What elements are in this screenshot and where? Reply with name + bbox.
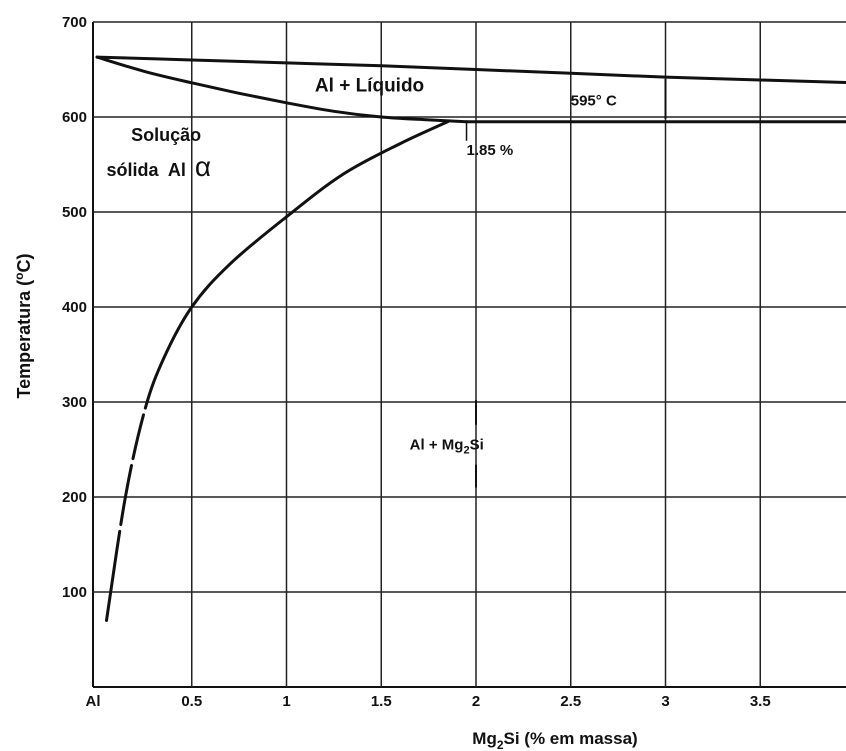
y-axis-title: Temperatura (oC) [12,253,34,398]
y-tick-label: 100 [62,584,87,601]
liquidus-curve [95,55,846,85]
annotation-solid-solution-1: Solução [131,125,201,145]
curves [95,55,846,622]
y-tick-label: 600 [62,109,87,126]
grid [92,21,846,688]
annotation-liquid: Al + Líquido [315,75,424,96]
y-tick-label: 400 [62,299,87,316]
y-tick-label: 700 [62,14,87,31]
annotation-eutectic-comp: 1.85 % [467,142,514,159]
annotation-two-phase: Al + Mg2Si [410,437,484,457]
annotation-solid-solution-2: sólida Al α [106,151,211,182]
x-tick-label: 3 [661,693,669,710]
x-tick-label: 1 [282,693,290,710]
x-tick-label: 3.5 [750,693,771,710]
x-tick-label: 2.5 [560,693,581,710]
x-tick-label: 1.5 [371,693,392,710]
annotations: Al + Líquido 595° C 1.85 % Solução sólida Al… [106,75,616,456]
y-tick-label: 300 [62,394,87,411]
axis-titles: Mg2Si (% em massa) Temperatura (oC) [12,253,638,751]
tick-labels: Al 0.5 1 1.5 2 2.5 3 3.5 100 200 300 400 500 600 700 [62,14,771,710]
solvus-curve [105,120,450,622]
y-tick-label: 500 [62,204,87,221]
y-tick-label: 200 [62,489,87,506]
annotation-eutectic-temp: 595° C [571,93,617,110]
x-tick-label: Al [86,693,101,710]
x-tick-label: 0.5 [181,693,202,710]
x-tick-label: 2 [472,693,480,710]
solidus-curve [95,55,468,124]
x-axis-title: Mg2Si (% em massa) [472,729,637,751]
